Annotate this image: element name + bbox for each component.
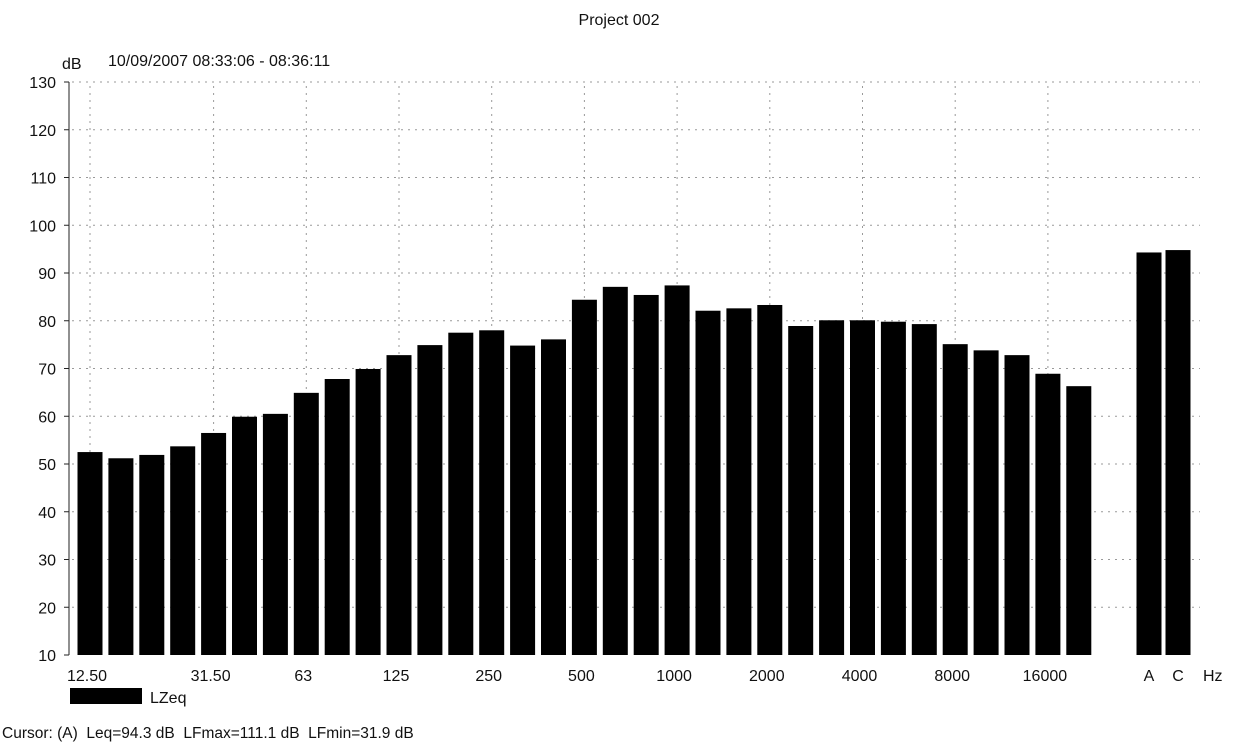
y-tick-label: 110 [30, 171, 56, 188]
bar-31.50 [201, 432, 227, 655]
bar-200 [448, 332, 474, 655]
bar-1000 [664, 285, 690, 655]
bar-2500 [788, 326, 814, 655]
bars [77, 250, 1191, 655]
bar-2000 [757, 304, 783, 655]
bar-8000 [942, 344, 968, 655]
x-tick-label-C: C [1172, 668, 1184, 685]
x-tick-label: 63 [294, 668, 312, 685]
bar-4000 [850, 320, 875, 655]
bar-800 [633, 294, 659, 655]
y-tick-label: 120 [29, 123, 56, 140]
bar-20000 [1066, 386, 1092, 655]
y-tick-label: 100 [29, 218, 56, 235]
x-tick-label-A: A [1144, 668, 1155, 685]
x-tick-label: 4000 [842, 668, 878, 685]
bar-40 [232, 416, 257, 655]
bar-315 [510, 345, 536, 655]
x-tick-label: 2000 [749, 668, 785, 685]
x-tick-label: 250 [475, 668, 502, 685]
cursor-readout: Cursor: (A) Leq=94.3 dB LFmax=111.1 dB L… [2, 725, 414, 742]
bar-20 [139, 454, 165, 655]
bar-250 [479, 330, 505, 655]
bar-16000 [1035, 373, 1061, 655]
legend-label: LZeq [150, 690, 186, 707]
bar-125 [386, 355, 412, 655]
y-tick-label: 60 [38, 409, 56, 426]
x-tick-label: 12.50 [67, 668, 107, 685]
bar-25 [170, 446, 196, 655]
y-tick-label: 20 [38, 600, 56, 617]
bar-12500 [1004, 355, 1030, 655]
bar-C [1165, 250, 1191, 655]
bar-630 [602, 286, 628, 655]
bar-160 [417, 345, 443, 655]
y-axis-ticks: 10 20 30 40 50 60 70 80 90 100 110 120 130 [29, 75, 69, 665]
bar-50 [262, 413, 288, 655]
y-tick-label: 90 [38, 266, 56, 283]
y-tick-label: 70 [38, 362, 56, 379]
y-tick-label: 30 [38, 553, 56, 570]
bar-1600 [726, 308, 752, 655]
chart-title: Project 002 [579, 12, 660, 29]
y-tick-label: 10 [38, 648, 56, 665]
x-axis-ticks: 12.50 31.50 63 125 250 500 1000 2000 4000 8000 160… [67, 668, 1184, 685]
bar-1250 [695, 310, 721, 655]
bar-5000 [880, 321, 906, 655]
bar-12.50 [77, 452, 103, 655]
x-tick-label: 31.50 [191, 668, 231, 685]
bar-16 [108, 458, 134, 655]
bar-A [1136, 252, 1162, 655]
bar-10000 [973, 350, 999, 655]
y-tick-label: 40 [38, 505, 56, 522]
x-tick-label: 8000 [934, 668, 970, 685]
bar-63 [293, 392, 319, 655]
y-tick-label: 50 [38, 457, 56, 474]
bar-400 [541, 339, 566, 655]
x-tick-label: 1000 [656, 668, 692, 685]
x-tick-label: 16000 [1023, 668, 1068, 685]
x-tick-label: 500 [568, 668, 595, 685]
x-axis-unit: Hz [1203, 668, 1223, 685]
y-tick-label: 80 [38, 314, 56, 331]
chart-subtitle: 10/09/2007 08:33:06 - 08:36:11 [108, 53, 330, 70]
y-tick-label: 130 [29, 75, 56, 92]
bar-3150 [819, 320, 845, 655]
bar-80 [324, 379, 350, 655]
bar-6300 [911, 324, 937, 655]
bar-500 [571, 299, 597, 655]
x-tick-label: 125 [383, 668, 410, 685]
bar-100 [355, 368, 381, 655]
legend-swatch [70, 688, 142, 704]
y-axis-label: dB [62, 56, 82, 73]
